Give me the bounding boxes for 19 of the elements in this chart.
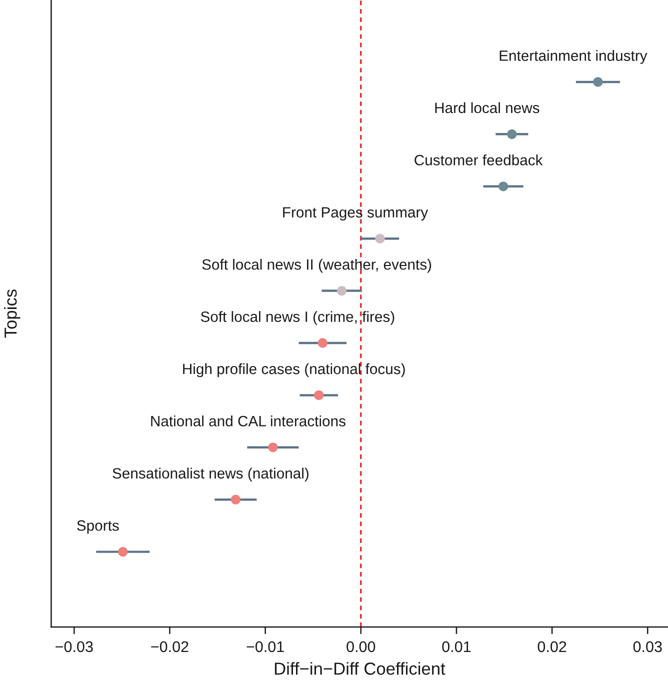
y-tick-label: Sports: [77, 520, 119, 534]
x-axis-title: Diff−in−Diff Coefficient: [274, 662, 446, 675]
x-tick-label: 0.00: [346, 641, 376, 652]
x-tick-label: 0.03: [633, 641, 662, 652]
y-tick-label: Entertainment industry: [500, 50, 648, 64]
x-tick-label: −0.01: [246, 641, 284, 652]
x-tick-label: −0.02: [151, 641, 188, 652]
y-tick-label: Soft local news I (crime, fires): [200, 311, 394, 325]
x-tick-label: 0.01: [442, 641, 471, 652]
y-tick-label: National and CAL interactions: [151, 415, 346, 426]
y-tick-label: Customer feedback: [414, 154, 543, 166]
y-axis-title: Topics: [4, 290, 20, 338]
y-tick-label: Hard local news: [435, 102, 540, 114]
y-tick-label: Front Pages summary: [283, 207, 428, 221]
y-tick-label: Soft local news II (weather, events): [202, 258, 432, 273]
y-tick-label: Sensationalist news (national): [112, 468, 308, 482]
x-tick-label: 0.02: [538, 641, 566, 652]
y-tick-label: High profile cases (national focus): [183, 363, 405, 378]
x-tick-label: −0.03: [56, 641, 93, 652]
